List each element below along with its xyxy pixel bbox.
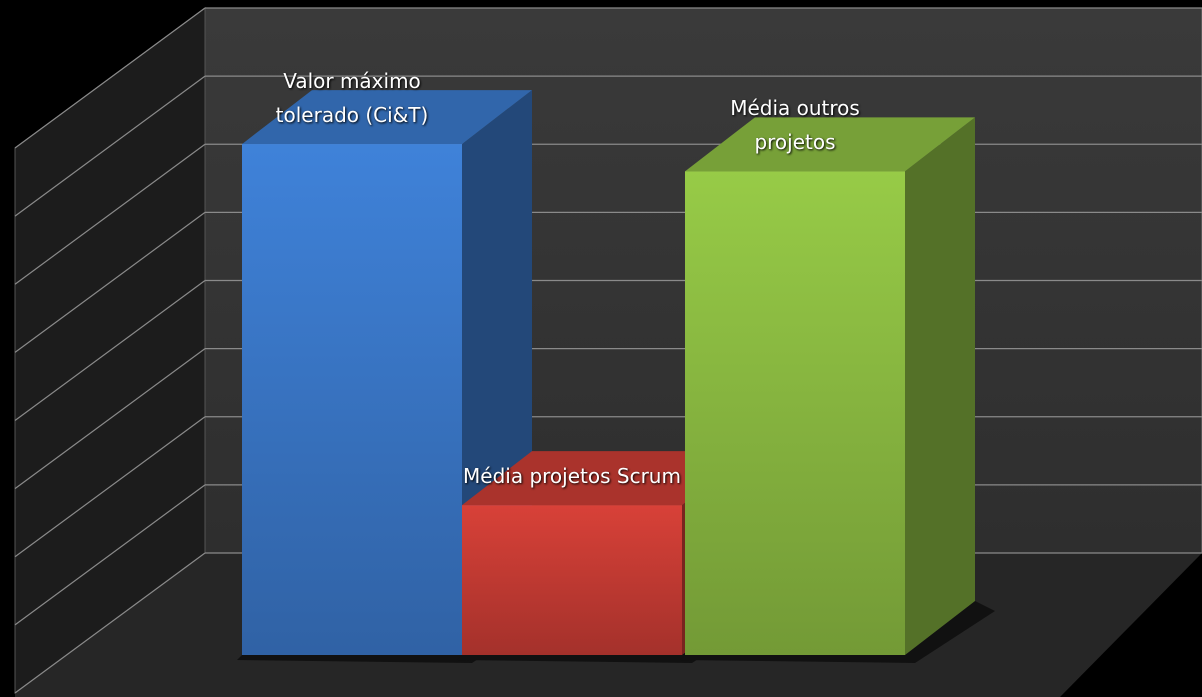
side-grid-line <box>14 348 206 490</box>
data-label: Média projetos Scrum <box>463 464 681 489</box>
side-grid-line <box>14 280 206 421</box>
bar-top <box>242 90 532 145</box>
side-grid-line <box>14 143 206 285</box>
data-label: Média outros projetos <box>730 96 860 155</box>
side-grid-line <box>14 7 206 149</box>
side-grid-line <box>14 211 206 353</box>
bar <box>242 144 462 655</box>
bar <box>685 171 905 655</box>
bar-top <box>462 451 752 506</box>
bar-side <box>905 117 975 655</box>
data-label: Valor máximo tolerado (Ci&T) <box>275 69 429 128</box>
side-grid-line <box>14 484 206 626</box>
bar <box>462 505 682 655</box>
side-grid-line <box>14 416 206 558</box>
bar-top <box>685 117 975 172</box>
side-grid-line <box>14 552 206 694</box>
side-grid-line <box>14 75 206 217</box>
bar-shadow <box>680 601 995 663</box>
